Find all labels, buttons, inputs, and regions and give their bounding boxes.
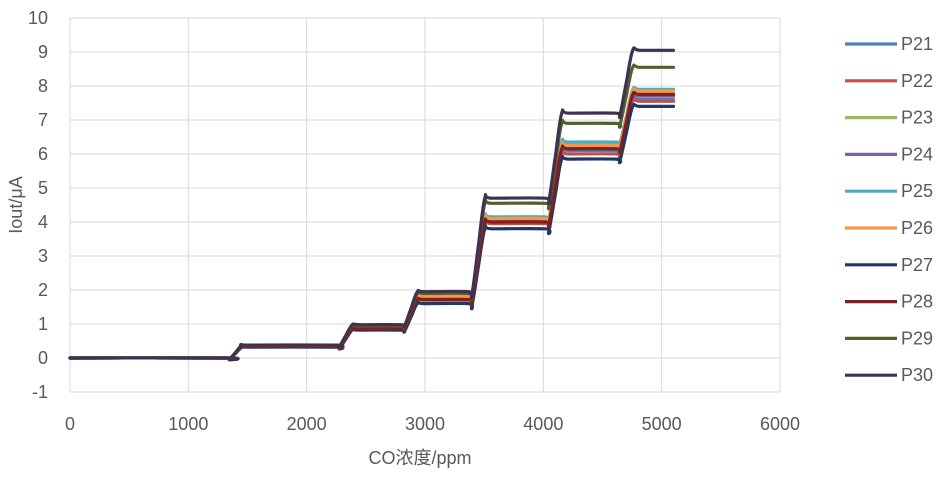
x-tick-label: 3000 [405,414,445,434]
series-line-P26 [68,87,676,362]
legend-label-P29: P29 [901,328,933,348]
y-tick-label: 1 [38,314,48,334]
legend-label-P27: P27 [901,255,933,275]
series-lines [68,46,676,362]
y-tick-label: 10 [28,8,48,28]
y-axis-title: Iout/μA [6,176,26,233]
x-axis-title: CO浓度/ppm [368,448,471,468]
series-line-P25 [68,85,676,362]
y-tick-label: 0 [38,348,48,368]
legend-label-P25: P25 [901,181,933,201]
series-line-P23 [68,89,676,362]
x-tick-label: 6000 [760,414,800,434]
legend-label-P28: P28 [901,292,933,312]
x-tick-label: 1000 [168,414,208,434]
y-tick-label: 6 [38,144,48,164]
series-line-P30 [68,46,676,362]
y-tick-label: 5 [38,178,48,198]
series-line-P29 [68,63,676,362]
x-tick-label: 5000 [642,414,682,434]
y-tick-label: 8 [38,76,48,96]
legend-label-P30: P30 [901,365,933,385]
series-line-P24 [68,92,676,362]
y-tick-label: 9 [38,42,48,62]
series-line-P21 [68,96,676,362]
series-line-P28 [68,90,676,362]
legend-label-P23: P23 [901,108,933,128]
tick-labels: -1 0 1 2 3 4 5 6 7 8 9 10 0 1000 2000 3000 4000 5000 6000 [28,8,800,434]
y-tick-label: 2 [38,280,48,300]
legend-label-P26: P26 [901,218,933,238]
series-line-P22 [68,97,676,362]
y-tick-label: -1 [32,382,48,402]
x-tick-label: 2000 [287,414,327,434]
legend-label-P24: P24 [901,144,933,164]
legend: P21 P22 P23 P24 P25 P26 P27 P28 P29 P30 [845,34,933,385]
legend-label-P22: P22 [901,71,933,91]
x-tick-label: 0 [65,414,75,434]
gridlines [70,17,781,393]
x-tick-label: 4000 [523,414,563,434]
legend-label-P21: P21 [901,34,933,54]
y-tick-label: 3 [38,246,48,266]
y-tick-label: 7 [38,110,48,130]
y-tick-label: 4 [38,212,48,232]
